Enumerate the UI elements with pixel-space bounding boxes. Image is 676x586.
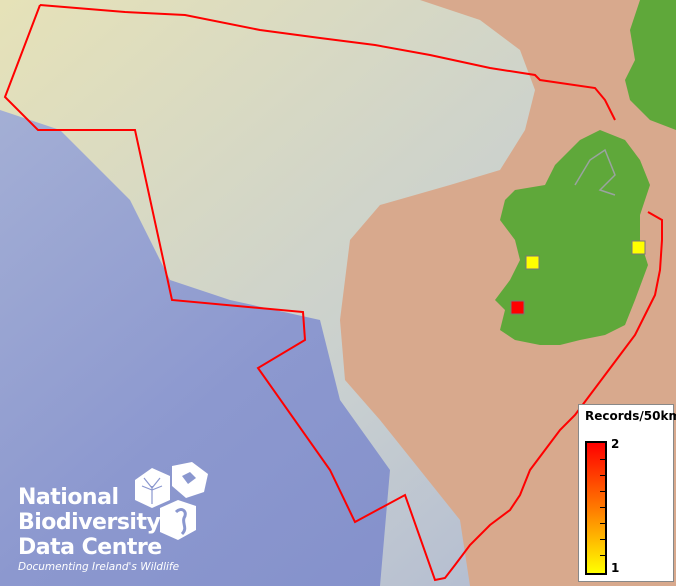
logo-tagline: Documenting Ireland's Wildlife <box>18 561 180 573</box>
legend-max-label: 2 <box>611 437 620 451</box>
legend-tick <box>600 475 605 476</box>
record-square-east-coast[interactable] <box>631 240 646 255</box>
logo-line-3: Data Centre <box>18 535 162 560</box>
eez-boundary-west <box>3 4 663 582</box>
legend-title: Records/50km <box>585 409 676 423</box>
record-square-west-coast[interactable] <box>525 255 540 270</box>
legend-color-ramp <box>585 441 607 575</box>
northern-ireland-border <box>574 148 616 196</box>
ireland <box>495 130 650 345</box>
nbdc-logo: National Biodiversity Data Centre Docume… <box>18 485 179 573</box>
legend-tick <box>600 459 605 460</box>
eez-boundary <box>39 4 616 121</box>
legend-tick <box>600 555 605 556</box>
legend-tick <box>600 539 605 540</box>
legend-tick <box>600 491 605 492</box>
legend-tick <box>600 523 605 524</box>
great-britain <box>625 0 676 130</box>
record-square-south-west[interactable] <box>510 300 525 315</box>
logo-line-1: National <box>18 485 119 510</box>
legend-tick <box>600 507 605 508</box>
legend-min-label: 1 <box>611 561 620 575</box>
legend: Records/50km 2 1 <box>578 404 676 582</box>
logo-hexagon-icon <box>135 462 208 540</box>
logo-line-2: Biodiversity <box>18 510 161 535</box>
